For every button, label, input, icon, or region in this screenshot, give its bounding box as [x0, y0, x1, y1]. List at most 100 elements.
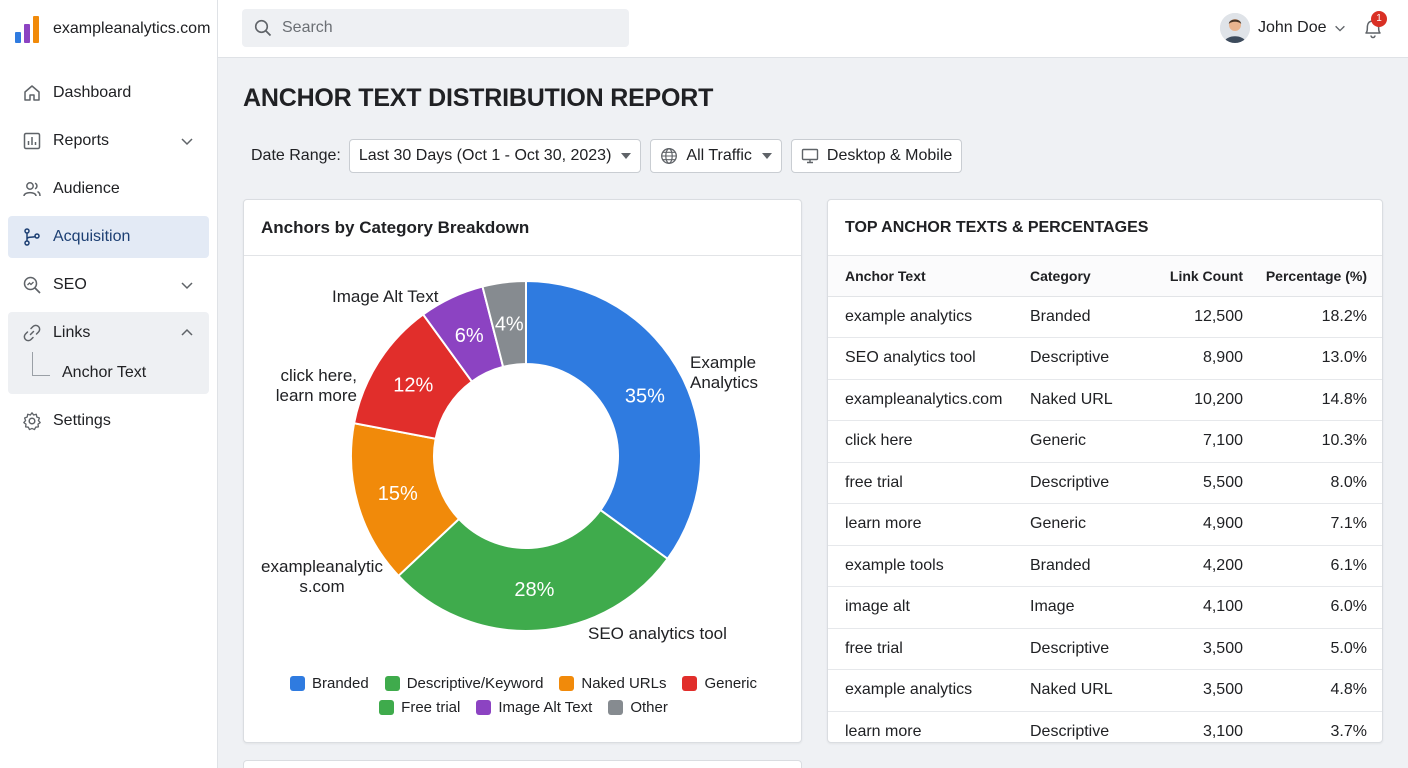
sidebar-item-links[interactable]: Links [8, 312, 209, 354]
sidebar-item-acquisition[interactable]: Acquisition [8, 216, 209, 258]
category-cell: Branded [1030, 296, 1140, 338]
legend-label: Free trial [401, 698, 461, 716]
table-row[interactable]: SEO analytics tool Descriptive 8,900 13.0% [828, 337, 1382, 380]
link-count-cell: 4,200 [1140, 545, 1243, 587]
anchor-text-cell: learn more [828, 503, 1030, 546]
legend-item[interactable]: Naked URLs [559, 674, 666, 692]
slice-other[interactable] [481, 279, 527, 369]
percentage-cell: 3.7% [1243, 711, 1382, 742]
category-cell: Descriptive [1030, 337, 1140, 380]
brand-name: exampleanalytics.com [53, 20, 211, 37]
table-row[interactable]: free trial Descriptive 3,500 5.0% [828, 628, 1382, 670]
category-cell: Descriptive [1030, 628, 1140, 670]
chevron-down-icon[interactable] [179, 277, 195, 293]
users-icon [22, 179, 42, 199]
link-count-cell: 7,100 [1140, 420, 1243, 463]
page-title: ANCHOR TEXT DISTRIBUTION REPORT [243, 84, 714, 112]
table-row[interactable]: example analytics Naked URL 3,500 4.8% [828, 669, 1382, 712]
anchor-text-cell: example analytics [828, 669, 1030, 712]
slice-label-exampleanalytics-com: exampleanalytic s.com [261, 557, 383, 596]
user-menu[interactable]: John Doe [1220, 13, 1347, 43]
anchor-text-cell: click here [828, 420, 1030, 463]
table-row[interactable]: example analytics Branded 12,500 18.2% [828, 296, 1382, 338]
anchor-text-cell: image alt [828, 586, 1030, 629]
percentage-cell: 4.8% [1243, 669, 1382, 712]
sidebar-item-seo[interactable]: SEO [8, 264, 209, 306]
table-row[interactable]: learn more Generic 4,900 7.1% [828, 503, 1382, 546]
column-header[interactable]: Anchor Text [828, 256, 1030, 297]
device-select[interactable]: Desktop & Mobile [790, 139, 963, 173]
caret-down-icon [761, 153, 772, 159]
table-row[interactable]: free trial Descriptive 5,500 8.0% [828, 462, 1382, 504]
slice-value-label: 35% [625, 385, 665, 407]
sidebar-item-reports[interactable]: Reports [8, 120, 209, 162]
user-name: John Doe [1258, 19, 1327, 36]
table-row[interactable]: learn more Descriptive 3,100 3.7% [828, 711, 1382, 742]
link-count-cell: 12,500 [1140, 296, 1243, 338]
legend-swatch [289, 675, 305, 691]
table-row[interactable]: example tools Branded 4,200 6.1% [828, 545, 1382, 587]
next-card-edge [243, 760, 802, 768]
anchor-text-cell: exampleanalytics.com [828, 379, 1030, 421]
chevron-up-icon[interactable] [179, 325, 195, 341]
traffic-select[interactable]: All Traffic [650, 139, 782, 173]
table-row[interactable]: click here Generic 7,100 10.3% [828, 420, 1382, 463]
percentage-cell: 5.0% [1243, 628, 1382, 670]
sidebar-item-label: Acquisition [53, 228, 131, 245]
legend-item[interactable]: Generic [682, 674, 757, 692]
anchor-text-cell: example analytics [828, 296, 1030, 338]
anchor-text-cell: learn more [828, 711, 1030, 742]
category-cell: Descriptive [1030, 711, 1140, 742]
globe-icon [660, 147, 678, 165]
legend-label: Descriptive/Keyword [406, 674, 544, 692]
slice-value-label: 6% [455, 325, 484, 347]
legend-swatch [476, 699, 492, 715]
chart-legend: Branded Descriptive/Keyword Naked URLs Gene… [244, 674, 803, 722]
legend-label: Image Alt Text [498, 698, 593, 716]
column-header[interactable]: Link Count [1140, 256, 1243, 297]
anchor-text-cell: free trial [828, 628, 1030, 670]
search-input[interactable] [282, 19, 602, 37]
category-cell: Image [1030, 586, 1140, 629]
legend-item[interactable]: Image Alt Text [476, 698, 592, 716]
link-count-cell: 5,500 [1140, 462, 1243, 504]
column-header[interactable]: Category [1030, 256, 1140, 297]
sidebar-item-settings[interactable]: Settings [8, 400, 209, 442]
link-count-cell: 4,900 [1140, 503, 1243, 546]
notification-badge: 1 [1371, 11, 1387, 27]
slice-label-click-here-learn-more: click here, learn more [276, 366, 357, 405]
column-header[interactable]: Percentage (%) [1243, 256, 1382, 297]
link-count-cell: 3,500 [1140, 628, 1243, 670]
search-box[interactable] [242, 9, 629, 47]
legend-item[interactable]: Descriptive/Keyword [384, 674, 544, 692]
sidebar-nav: Dashboard Reports Audience Acquisition [8, 72, 209, 448]
chevron-down-icon[interactable] [179, 133, 195, 149]
search-icon [254, 19, 272, 37]
table-row[interactable]: image alt Image 4,100 6.0% [828, 586, 1382, 629]
legend-item[interactable]: Free trial [379, 698, 460, 716]
sidebar-item-label: Links [53, 324, 91, 341]
legend-item[interactable]: Branded [289, 674, 369, 692]
date-range-value: Last 30 Days (Oct 1 - Oct 30, 2023) [358, 147, 612, 164]
date-range-select[interactable]: Last 30 Days (Oct 1 - Oct 30, 2023) [348, 139, 642, 173]
slice-descriptive[interactable] [397, 508, 669, 632]
legend-swatch [559, 675, 575, 691]
sidebar-item-label: Dashboard [53, 84, 132, 101]
anchor-text-cell: example tools [828, 545, 1030, 587]
percentage-cell: 7.1% [1243, 503, 1382, 546]
brand[interactable]: exampleanalytics.com [15, 14, 210, 44]
sidebar-subitem-anchor-text[interactable]: Anchor Text [62, 364, 147, 381]
percentage-cell: 13.0% [1243, 337, 1382, 380]
avatar [1220, 13, 1250, 43]
sidebar-item-dashboard[interactable]: Dashboard [8, 72, 209, 114]
legend-item[interactable]: Other [608, 698, 668, 716]
table-row[interactable]: exampleanalytics.com Naked URL 10,200 14.8% [828, 379, 1382, 421]
slice-branded[interactable] [525, 279, 702, 561]
percentage-cell: 10.3% [1243, 420, 1382, 463]
category-cell: Descriptive [1030, 462, 1140, 504]
slice-label-branded: Example Analytics [690, 353, 758, 392]
legend-swatch [379, 699, 395, 715]
sidebar-item-label: Audience [53, 180, 120, 197]
sidebar-item-label: SEO [53, 276, 87, 293]
sidebar-item-audience[interactable]: Audience [8, 168, 209, 210]
